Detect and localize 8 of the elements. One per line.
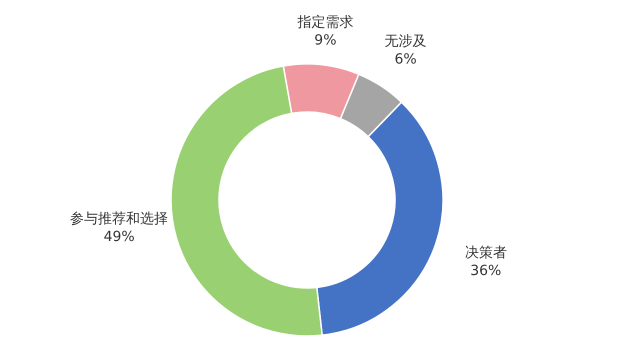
slice-label: 参与推荐和选择 (70, 211, 168, 228)
data-label: 36% (470, 262, 502, 279)
slice-label: 指定需求 (296, 14, 354, 31)
data-label: 9% (314, 32, 337, 49)
slice-label: 决策者 (464, 244, 507, 261)
data-label: 49% (104, 229, 135, 246)
slice-label: 无涉及 (384, 33, 427, 50)
data-label: 6% (394, 51, 417, 68)
